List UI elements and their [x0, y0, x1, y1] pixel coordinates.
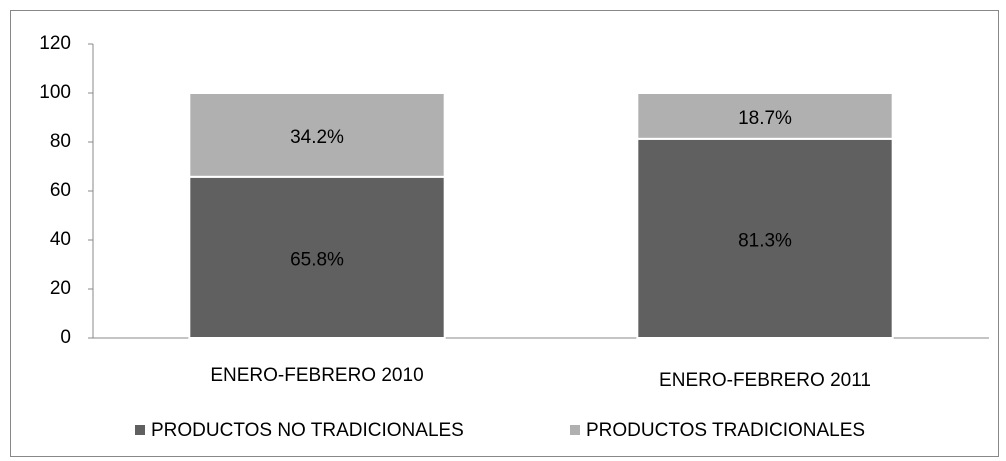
y-tick-label: 100: [39, 82, 71, 103]
x-tick-label: ENERO-FEBRERO 2010: [210, 365, 423, 386]
bar-segment: [636, 137, 894, 339]
legend-label: PRODUCTOS TRADICIONALES: [586, 420, 865, 441]
y-tick-label: 40: [50, 229, 71, 250]
value-label: 65.8%: [290, 249, 344, 270]
legend-swatch: [570, 425, 580, 435]
y-tick-label: 80: [50, 131, 71, 152]
y-tick-label: 120: [39, 33, 71, 54]
x-tick-label: ENERO-FEBRERO 2011: [659, 370, 871, 391]
y-tick-label: 20: [50, 278, 71, 299]
y-tick-label: 0: [60, 327, 71, 348]
value-label: 18.7%: [738, 108, 792, 129]
value-label: 34.2%: [290, 127, 344, 148]
bar-segment: [636, 92, 894, 140]
legend-label: PRODUCTOS NO TRADICIONALES: [151, 420, 464, 441]
legend-swatch: [135, 425, 145, 435]
value-label: 81.3%: [738, 230, 792, 251]
bar-segment: [188, 175, 446, 339]
bar-segment: [188, 92, 446, 178]
y-tick-label: 60: [50, 180, 71, 201]
